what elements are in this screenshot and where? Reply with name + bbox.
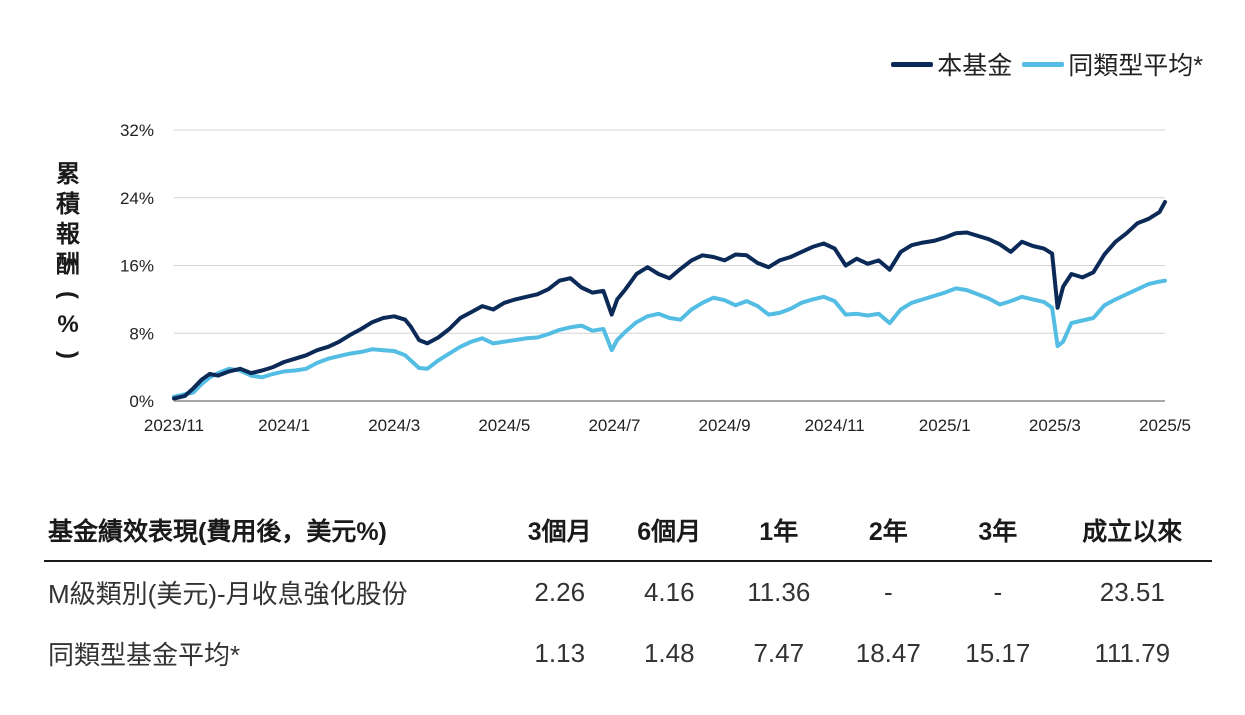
series-lines [172,200,1167,401]
cell-value: 1.13 [534,638,586,668]
gridlines [174,129,1165,402]
y-tick-label: 8% [129,324,154,343]
x-tick-label: 2025/5 [1139,416,1191,435]
cell-value: 11.36 [747,577,811,607]
cell-value: 1.48 [643,638,695,668]
y-tick-label: 0% [129,392,154,411]
y-axis-label-char: 報 [56,221,80,248]
x-tick-label: 2024/11 [805,416,865,435]
legend-swatch-fund [891,61,934,67]
y-tick-label: 24% [120,189,154,208]
y-axis-label-char: 累 [56,161,80,188]
chart-legend: 本基金 同類型平均* [881,46,1203,82]
legend-item-fund: 本基金 [891,46,1012,82]
legend-item-peer: 同類型平均* [1022,46,1203,82]
x-tick-labels: 2023/11 2024/1 2024/3 2024/5 2024/7 2024/9 202… [144,416,1191,435]
y-tick-label: 16% [120,257,154,276]
legend-label-peer: 同類型平均* [1068,52,1203,80]
y-tick-label: 32% [120,121,154,140]
header-cell-title: 基金績效表現(費用後，美元%) [44,500,505,562]
x-tick-label: 2024/3 [368,416,420,435]
cell-value: 23.51 [1099,577,1165,607]
legend-label-fund: 本基金 [937,52,1013,80]
series-line-peer [172,278,1167,399]
header-cell-3m: 3個月 [504,500,615,562]
x-tick-label: 2024/5 [478,416,530,435]
row-name: 同類型基金平均* [48,640,241,670]
row-name: M級類別(美元)-月收息強化股份 [48,579,408,609]
table-header-row: 基金績效表現(費用後，美元%) 3個月 6個月 1年 2年 3年 成立以來 [44,500,1212,562]
cell-value: - [883,577,893,607]
table-row: M級類別(美元)-月收息強化股份 2.26 4.16 11.36 - - 23.… [44,561,1212,623]
header-cell-1y: 1年 [724,500,834,562]
x-tick-label: 2024/9 [699,416,751,435]
y-tick-labels: 0% 8% 16% 24% 32% [120,121,154,411]
header-cell-6m: 6個月 [614,500,724,562]
y-axis-label-char: 積 [56,191,80,218]
header-cell-since-inception: 成立以來 [1052,500,1212,562]
series-line-fund [172,200,1167,401]
cell-value: 18.47 [855,638,921,668]
cell-value: 15.17 [965,638,1031,668]
header-cell-2y: 2年 [833,500,944,562]
legend-swatch-peer [1022,61,1065,67]
cell-value: 111.79 [1094,638,1171,668]
cell-value: 7.47 [753,638,805,668]
y-axis-label-char: 酬 [56,251,80,278]
cell-value: 2.26 [534,577,586,607]
header-cell-3y: 3年 [943,500,1053,562]
y-axis-label: 累 積 報 酬 ( % ) [50,160,86,370]
y-axis-label-char: % [57,311,79,338]
x-tick-label: 2024/7 [588,416,640,435]
cell-value: - [993,577,1003,607]
cell-value: 4.16 [643,577,695,607]
x-tick-label: 2025/1 [919,416,971,435]
x-tick-label: 2024/1 [258,416,310,435]
table-row: 同類型基金平均* 1.13 1.48 7.47 18.47 15.17 111.… [44,623,1212,684]
cumulative-return-chart: 0%8%16%24%32% 2023/11 2024/1 2024/3 2024/5 2… [120,121,1191,435]
x-tick-label: 2023/11 [144,416,204,435]
performance-table: 基金績效表現(費用後，美元%) 3個月 6個月 1年 2年 3年 成立以來 M級… [44,500,1212,684]
x-tick-label: 2025/3 [1029,416,1081,435]
